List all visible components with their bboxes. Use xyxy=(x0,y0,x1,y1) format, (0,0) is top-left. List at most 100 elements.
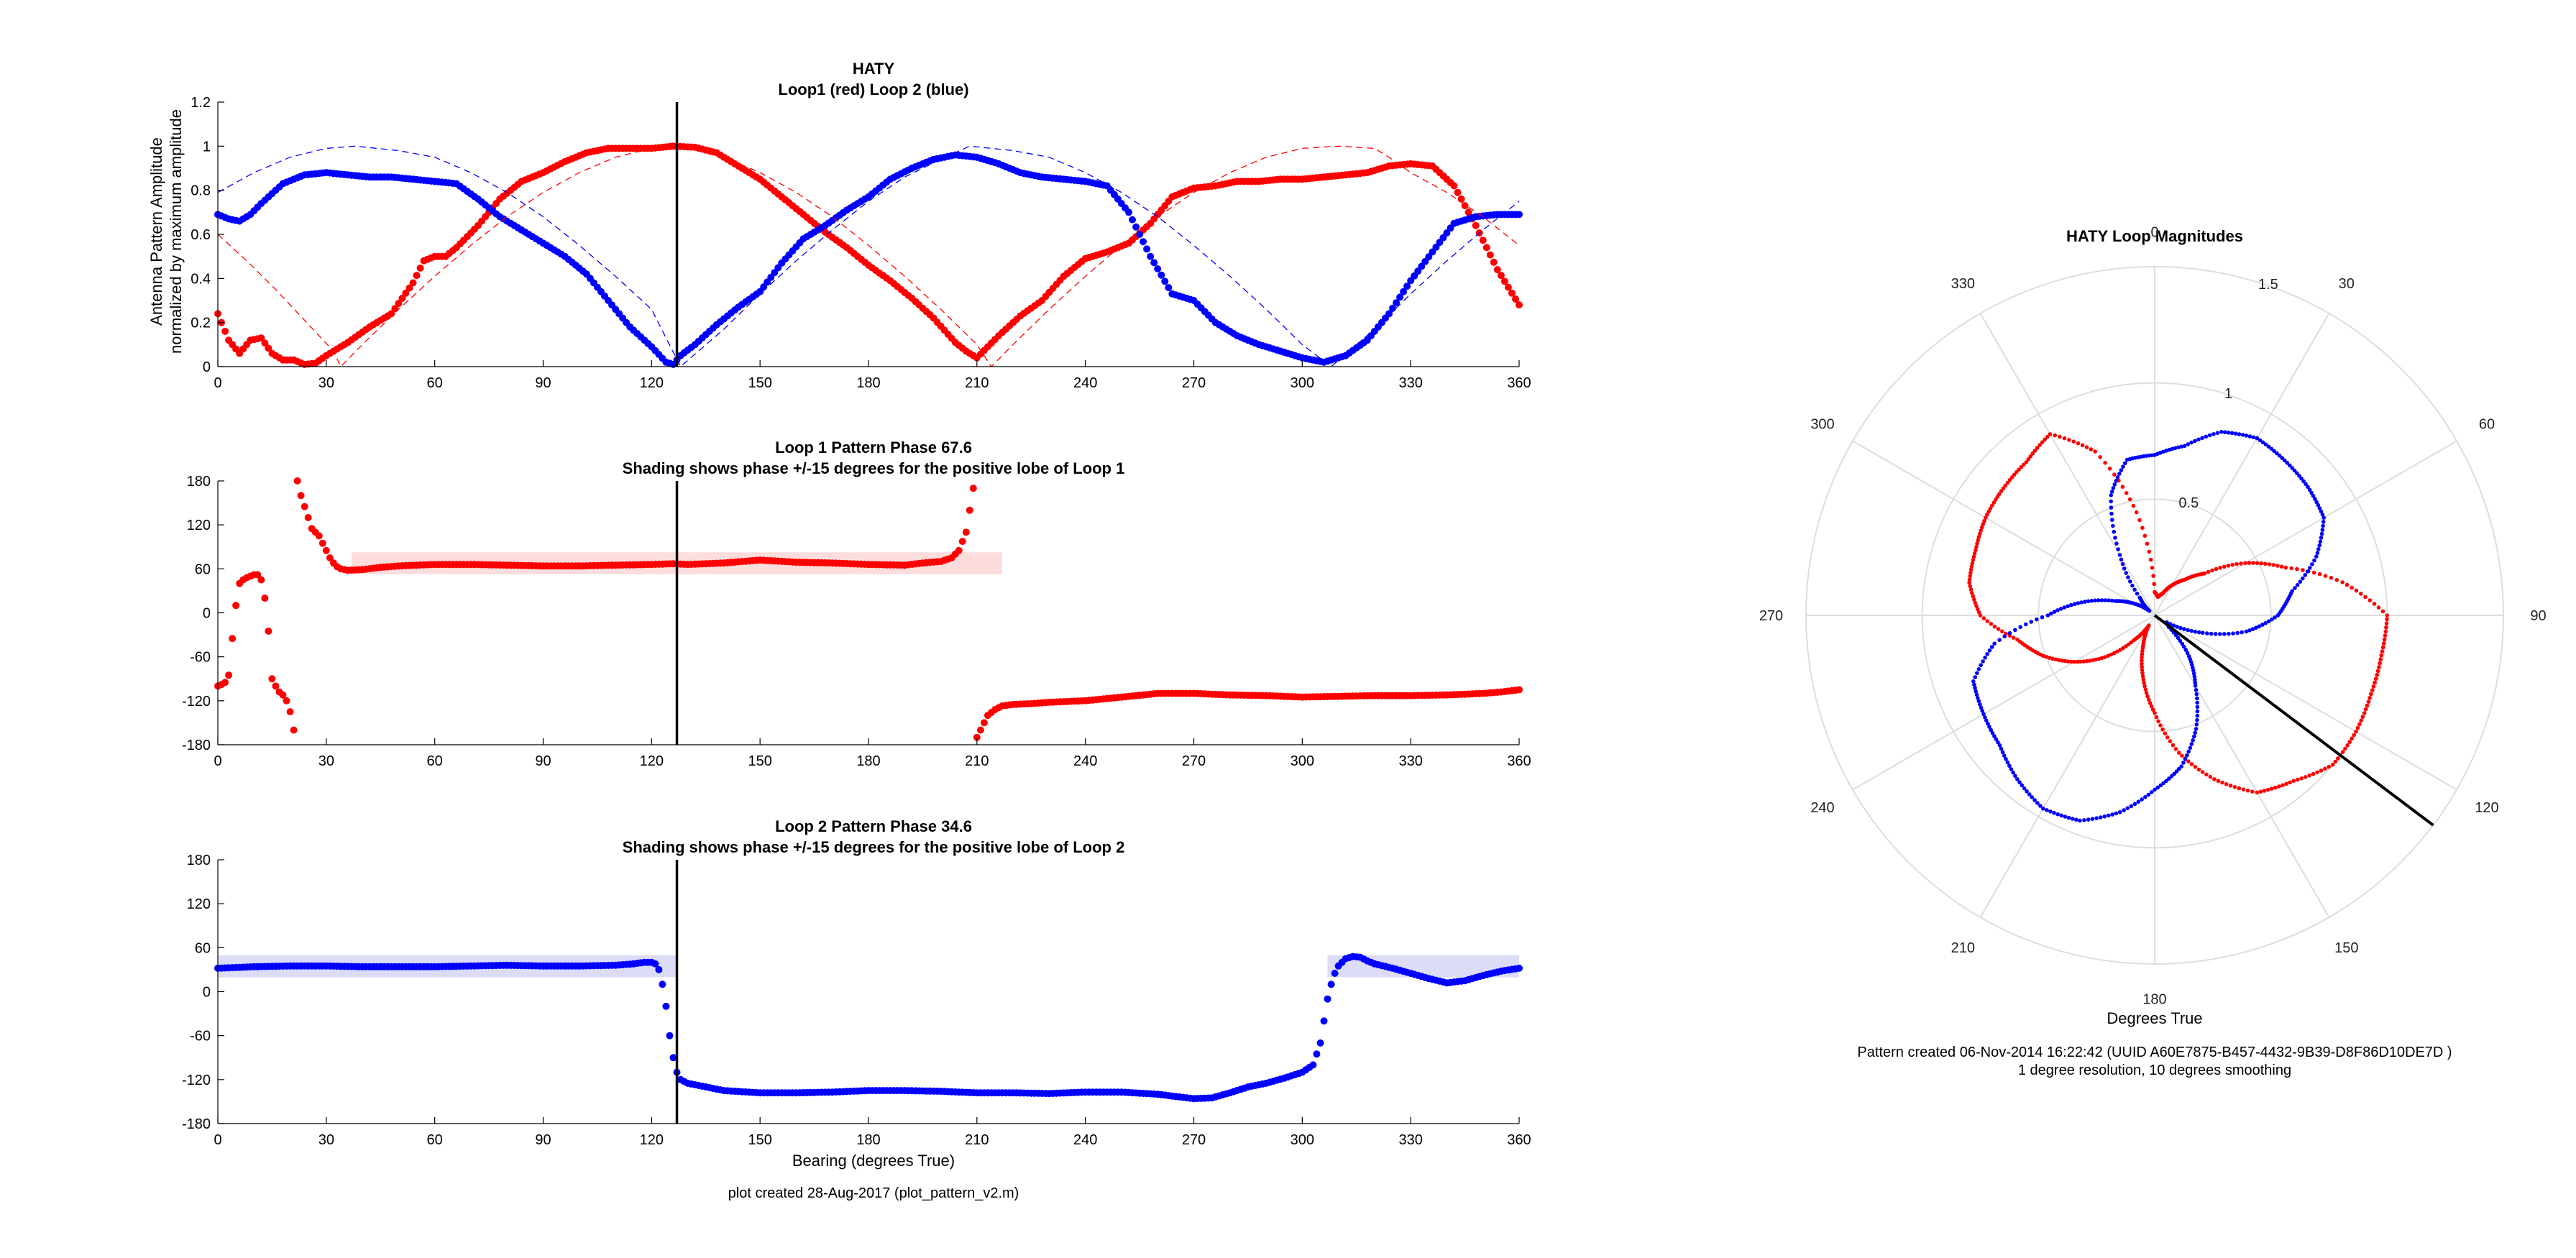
polar-data-point xyxy=(2266,619,2271,624)
polar-data-point xyxy=(1974,604,1979,608)
data-point xyxy=(322,546,330,554)
polar-data-point xyxy=(2193,439,2197,444)
data-point xyxy=(1309,1061,1317,1069)
polar-data-point xyxy=(2214,566,2219,571)
data-point xyxy=(1331,970,1339,977)
polar-data-point xyxy=(2175,625,2179,629)
polar-data-point xyxy=(2380,609,2385,614)
polar-data-point xyxy=(2160,727,2165,732)
polar-data-point xyxy=(2163,731,2168,736)
polar-data-point xyxy=(2194,722,2199,727)
polar-data-point xyxy=(2117,553,2122,557)
polar-data-point xyxy=(2063,658,2068,664)
series-0-points xyxy=(214,142,1523,368)
polar-data-point xyxy=(2066,659,2071,664)
data-point xyxy=(413,272,421,280)
amplitude-panel: HATY Loop1 (red) Loop 2 (blue) Antenna P… xyxy=(147,60,1531,391)
polar-data-point xyxy=(2352,733,2356,738)
polar-data-point xyxy=(1970,561,1975,566)
polar-data-point xyxy=(2149,790,2154,794)
polar-data-point xyxy=(2140,797,2144,802)
polar-data-point xyxy=(2218,566,2222,570)
polar-data-point xyxy=(2224,782,2229,786)
x-tick-label: 210 xyxy=(965,375,989,391)
x-tick-label: 210 xyxy=(965,753,989,769)
polar-data-point xyxy=(2191,738,2195,743)
polar-data-point xyxy=(2237,432,2242,436)
polar-data-point xyxy=(1981,712,1986,717)
polar-data-point xyxy=(2204,434,2209,439)
polar-data-point xyxy=(2113,536,2117,540)
polar-data-point xyxy=(2317,506,2322,510)
polar-data-point xyxy=(2260,623,2265,627)
polar-data-point xyxy=(2333,759,2338,764)
polar-data-point xyxy=(2301,479,2306,484)
polar-data-point xyxy=(1976,538,1980,543)
polar-data-point xyxy=(2186,442,2191,446)
polar-data-point xyxy=(2228,784,2233,788)
data-point xyxy=(651,960,659,968)
data-point xyxy=(265,628,272,635)
polar-data-point xyxy=(2103,598,2108,602)
polar-data-point xyxy=(1981,659,1985,664)
polar-data-point xyxy=(2189,628,2194,633)
polar-data-point xyxy=(2109,598,2114,603)
polar-data-point xyxy=(2062,436,2067,441)
polar-data-point xyxy=(2191,669,2196,673)
polar-spoke xyxy=(1979,313,2155,616)
polar-data-point xyxy=(2216,779,2221,784)
polar-data-point xyxy=(2182,644,2186,649)
polar-data-point xyxy=(2240,630,2244,635)
polar-data-point xyxy=(2144,691,2149,695)
polar-data-point xyxy=(2167,447,2171,452)
polar-data-point xyxy=(2283,565,2288,570)
x-tick-label: 300 xyxy=(1291,375,1314,391)
r-tick-label: 0.5 xyxy=(2178,495,2199,511)
polar-data-point xyxy=(2082,818,2086,822)
polar-data-point xyxy=(2371,684,2376,689)
polar-data-point xyxy=(2013,628,2017,633)
polar-data-point xyxy=(2202,571,2207,576)
x-tick-label: 60 xyxy=(427,375,443,391)
data-point xyxy=(221,327,229,335)
polar-data-point xyxy=(2381,641,2386,646)
y-tick-label: 0.4 xyxy=(191,271,211,287)
polar-data-point xyxy=(1997,743,2002,748)
y-tick-label: 0 xyxy=(203,606,211,622)
polar-data-point xyxy=(2035,617,2039,622)
polar-data-point xyxy=(1976,667,1981,671)
polar-spoke xyxy=(2154,313,2330,616)
x-tick-label: 180 xyxy=(856,375,880,391)
x-tick-label: 360 xyxy=(1507,375,1531,391)
polar-data-point xyxy=(2164,779,2168,784)
data-point xyxy=(1465,208,1472,216)
theta-tick-label: 150 xyxy=(2334,940,2358,956)
polar-data-point xyxy=(2241,787,2246,792)
series-0-points xyxy=(214,952,1523,1103)
data-point xyxy=(1129,216,1136,224)
polar-data-point xyxy=(2171,623,2176,628)
polar-data-point xyxy=(2357,722,2362,727)
polar-data-point xyxy=(2222,632,2227,636)
x-tick-label: 120 xyxy=(640,753,664,769)
polar-data-point xyxy=(2153,453,2157,457)
polar-data-point xyxy=(2385,613,2390,617)
polar-data-point xyxy=(2185,753,2189,758)
polar-data-point xyxy=(1993,497,1998,502)
polar-data-point xyxy=(1992,641,1997,646)
data-point xyxy=(1486,251,1494,259)
polar-data-point xyxy=(2295,471,2299,475)
polar-data-point xyxy=(2266,444,2271,449)
polar-data-point xyxy=(2140,664,2144,669)
polar-data-point xyxy=(2323,574,2328,578)
polar-spoke xyxy=(1852,440,2155,616)
polar-data-point xyxy=(2153,711,2157,715)
polar-data-point xyxy=(2145,694,2150,699)
polar-data-point xyxy=(2076,601,2081,605)
polar-data-point xyxy=(2309,490,2314,495)
polar-data-point xyxy=(2112,530,2117,534)
polar-data-point xyxy=(2299,776,2304,781)
polar-data-point xyxy=(2132,587,2137,592)
polar-data-point xyxy=(2102,814,2107,819)
polar-data-point xyxy=(1979,528,1983,533)
